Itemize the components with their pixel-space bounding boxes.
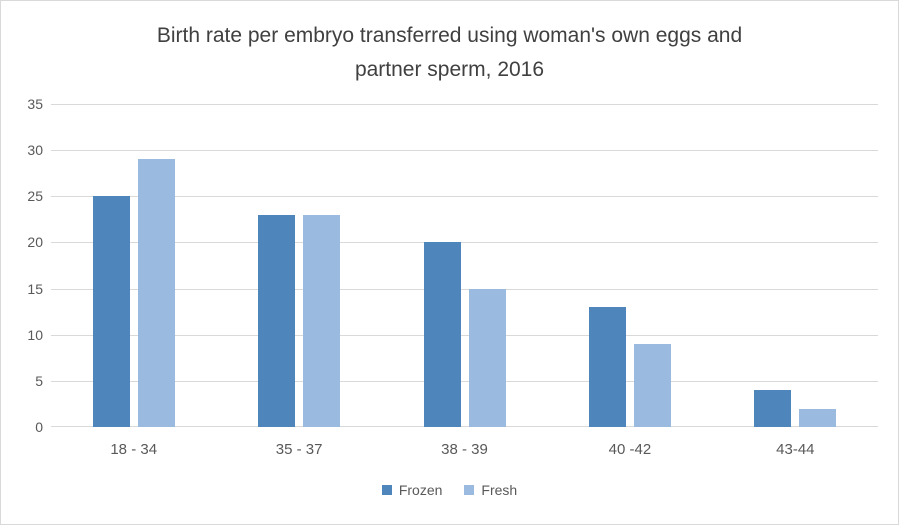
y-tick-label: 15: [27, 280, 43, 297]
bar-fresh: [468, 288, 506, 427]
legend: Frozen Fresh: [1, 482, 898, 498]
legend-swatch-icon: [381, 485, 392, 495]
x-category-label: 40 -42: [608, 441, 652, 458]
gridline: [51, 288, 878, 290]
y-tick-label: 10: [27, 326, 43, 343]
gridline: [51, 196, 878, 198]
legend-item-frozen: Frozen: [381, 482, 443, 498]
legend-label: Frozen: [398, 482, 443, 498]
bar-group: [51, 104, 216, 427]
y-tick-label: 5: [35, 372, 43, 389]
bar-group: [547, 104, 712, 427]
gridline: [51, 334, 878, 336]
x-category-label: 18 - 34: [110, 441, 158, 458]
bar-fresh: [799, 408, 837, 427]
bar-frozen: [754, 390, 792, 427]
y-tick-label: 30: [27, 142, 43, 159]
x-category-label: 43-44: [776, 441, 815, 458]
bar-group: [216, 104, 381, 427]
bar-groups: [51, 104, 878, 427]
bar-fresh: [137, 159, 175, 427]
bar-frozen: [423, 242, 461, 427]
bar-fresh: [633, 343, 671, 427]
y-tick-label: 0: [35, 419, 43, 435]
y-axis-ticks: 0 5 10 15 20 25 30 35: [1, 96, 43, 435]
x-axis-labels: 18 - 34 35 - 37 38 - 39 40 -42 43-44: [51, 441, 878, 458]
bar-frozen: [258, 214, 296, 427]
gridline: [51, 380, 878, 382]
chart-title: Birth rate per embryo transferred using …: [156, 24, 743, 81]
legend-swatch-icon: [464, 485, 475, 495]
bar-fresh: [303, 214, 341, 427]
bar-group: [382, 104, 547, 427]
gridline: [51, 104, 878, 105]
y-tick-label: 20: [27, 234, 43, 251]
gridline: [51, 150, 878, 152]
x-category-label: 38 - 39: [441, 441, 488, 458]
y-tick-label: 25: [27, 188, 43, 205]
bar-frozen: [588, 307, 626, 427]
gridline: [51, 426, 878, 427]
plot-area: [51, 104, 878, 427]
legend-item-fresh: Fresh: [464, 482, 517, 498]
legend-label: Fresh: [481, 482, 518, 498]
bar-frozen: [92, 196, 130, 427]
bar-group: [713, 104, 878, 427]
gridline: [51, 242, 878, 244]
y-tick-label: 35: [27, 96, 43, 112]
x-category-label: 35 - 37: [275, 441, 323, 458]
